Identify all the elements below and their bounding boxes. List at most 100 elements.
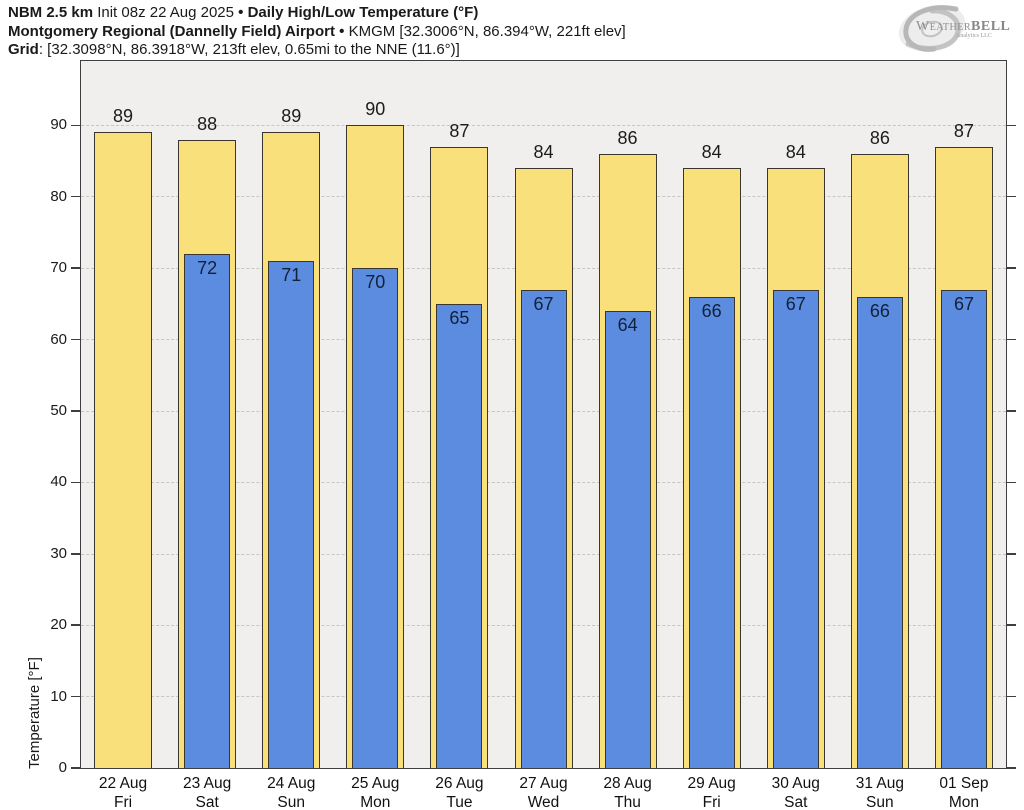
x-tick-day: Wed xyxy=(527,794,560,810)
x-tick-day: Mon xyxy=(360,794,391,810)
y-tick-label-90: 90 xyxy=(50,116,67,134)
high-value-label: 84 xyxy=(785,142,806,163)
x-tick-label-25-Aug: 25 Aug Mon xyxy=(333,774,417,810)
low-bar-24-Aug xyxy=(268,260,315,768)
y-tick-label-10: 10 xyxy=(50,687,67,705)
y-tick-label-60: 60 xyxy=(50,330,67,348)
y-tick-right-70 xyxy=(1007,267,1016,269)
x-tick-day: Thu xyxy=(614,794,641,810)
high-value-label: 86 xyxy=(869,127,890,148)
station-meta: KMGM [32.3006°N, 86.394°W, 221ft elev] xyxy=(348,22,626,40)
y-tick-left-60 xyxy=(71,338,80,341)
low-bar-28-Aug xyxy=(604,310,651,768)
logo-subtext: Analytics LLC xyxy=(956,33,992,39)
y-tick-label-40: 40 xyxy=(50,473,67,491)
x-tick-label-27-Aug: 27 Aug Wed xyxy=(501,774,585,810)
low-value-label: 72 xyxy=(197,257,218,278)
high-value-label: 89 xyxy=(281,106,302,127)
y-tick-right-50 xyxy=(1007,410,1016,412)
low-value-label: 67 xyxy=(785,293,806,314)
high-value-label: 87 xyxy=(953,120,974,141)
low-bar-27-Aug xyxy=(520,289,567,768)
high-bar-22-Aug xyxy=(94,132,153,768)
low-bar-23-Aug xyxy=(184,253,231,768)
high-value-label: 87 xyxy=(449,120,470,141)
x-tick-day: Sat xyxy=(195,794,219,810)
x-tick-date: 30 Aug xyxy=(771,775,820,792)
high-value-label: 86 xyxy=(617,127,638,148)
x-tick-day: Sun xyxy=(277,794,305,810)
header-line-3: Grid: [32.3098°N, 86.3918°W, 213ft elev,… xyxy=(8,41,626,60)
y-tick-right-30 xyxy=(1007,553,1016,555)
x-tick-date: 23 Aug xyxy=(182,775,232,792)
header-line-2: Montgomery Regional (Dannelly Field) Air… xyxy=(8,23,626,42)
x-tick-label-28-Aug: 28 Aug Thu xyxy=(586,774,670,810)
y-tick-left-0 xyxy=(71,767,80,769)
y-tick-left-40 xyxy=(71,481,80,484)
hurricane-swirl-icon xyxy=(898,4,966,52)
y-tick-left-20 xyxy=(71,624,80,626)
separator-dot: • xyxy=(339,22,345,40)
y-tick-label-30: 30 xyxy=(50,544,67,562)
x-tick-day: Fri xyxy=(702,794,721,810)
y-tick-right-20 xyxy=(1007,624,1016,626)
plot-area: 0 10 20 30 40 50 60 70 80 90 89 22 Aug Fri 88 72 23 Aug… xyxy=(50,60,1016,810)
product-title: Daily High/Low Temperature (°F) xyxy=(247,4,479,21)
y-tick-left-30 xyxy=(71,553,80,555)
low-bar-01-Sep xyxy=(940,289,987,768)
y-tick-left-90 xyxy=(71,124,80,127)
high-value-label: 88 xyxy=(197,113,218,134)
y-tick-right-40 xyxy=(1007,481,1016,484)
y-tick-left-80 xyxy=(71,195,80,198)
station-name: Montgomery Regional (Dannelly Field) Air… xyxy=(8,22,335,40)
y-tick-right-60 xyxy=(1007,338,1016,341)
high-value-label: 84 xyxy=(701,142,722,163)
x-tick-date: 25 Aug xyxy=(351,775,400,792)
weatherbell-logo: WeatherBELL Analytics LLC xyxy=(894,2,1012,54)
x-tick-day: Mon xyxy=(948,794,980,810)
y-tick-right-90 xyxy=(1007,124,1016,127)
low-bar-26-Aug xyxy=(436,303,483,768)
low-bar-31-Aug xyxy=(856,296,903,768)
low-value-label: 65 xyxy=(449,307,470,328)
y-tick-label-0: 0 xyxy=(58,759,67,776)
separator-dot: • xyxy=(238,4,244,21)
x-tick-day: Fri xyxy=(114,794,133,810)
x-tick-label-22-Aug: 22 Aug Fri xyxy=(81,774,165,810)
header-line-1: NBM 2.5 km Init 08z 22 Aug 2025 • Daily … xyxy=(8,4,626,23)
low-value-label: 66 xyxy=(869,300,890,321)
x-tick-day: Sat xyxy=(784,794,808,810)
x-tick-date: 26 Aug xyxy=(435,775,484,792)
x-tick-date: 24 Aug xyxy=(267,775,316,792)
low-bar-30-Aug xyxy=(772,289,819,768)
low-bar-29-Aug xyxy=(688,296,735,768)
x-tick-date: 29 Aug xyxy=(687,775,736,792)
low-value-label: 66 xyxy=(701,300,722,321)
init-time: Init 08z 22 Aug 2025 xyxy=(97,4,234,21)
x-tick-label-24-Aug: 24 Aug Sun xyxy=(249,774,333,810)
y-tick-label-20: 20 xyxy=(50,616,67,634)
x-tick-day: Tue xyxy=(446,794,473,810)
x-tick-date: 27 Aug xyxy=(519,775,568,792)
grid-value: : [32.3098°N, 86.3918°W, 213ft elev, 0.6… xyxy=(38,41,460,58)
y-tick-right-10 xyxy=(1007,695,1016,698)
low-value-label: 64 xyxy=(617,314,638,335)
x-tick-date: 28 Aug xyxy=(603,775,652,792)
x-tick-label-30-Aug: 30 Aug Sat xyxy=(754,774,838,810)
y-tick-label-70: 70 xyxy=(50,259,67,277)
y-tick-label-50: 50 xyxy=(50,401,67,419)
y-tick-right-80 xyxy=(1007,195,1016,198)
low-value-label: 67 xyxy=(533,293,554,314)
y-tick-left-70 xyxy=(71,267,80,269)
x-tick-label-23-Aug: 23 Aug Sat xyxy=(165,774,249,810)
logo-wordmark: WeatherBELL xyxy=(916,19,1010,35)
x-tick-day: Sun xyxy=(866,794,894,810)
chart-header: NBM 2.5 km Init 08z 22 Aug 2025 • Daily … xyxy=(8,4,626,60)
x-tick-date: 22 Aug xyxy=(98,775,148,792)
y-tick-left-10 xyxy=(71,695,80,698)
y-tick-right-0 xyxy=(1007,767,1016,769)
logo-bell-text: BELL xyxy=(971,19,1011,34)
y-tick-label-80: 80 xyxy=(50,187,67,205)
low-value-label: 67 xyxy=(953,293,974,314)
